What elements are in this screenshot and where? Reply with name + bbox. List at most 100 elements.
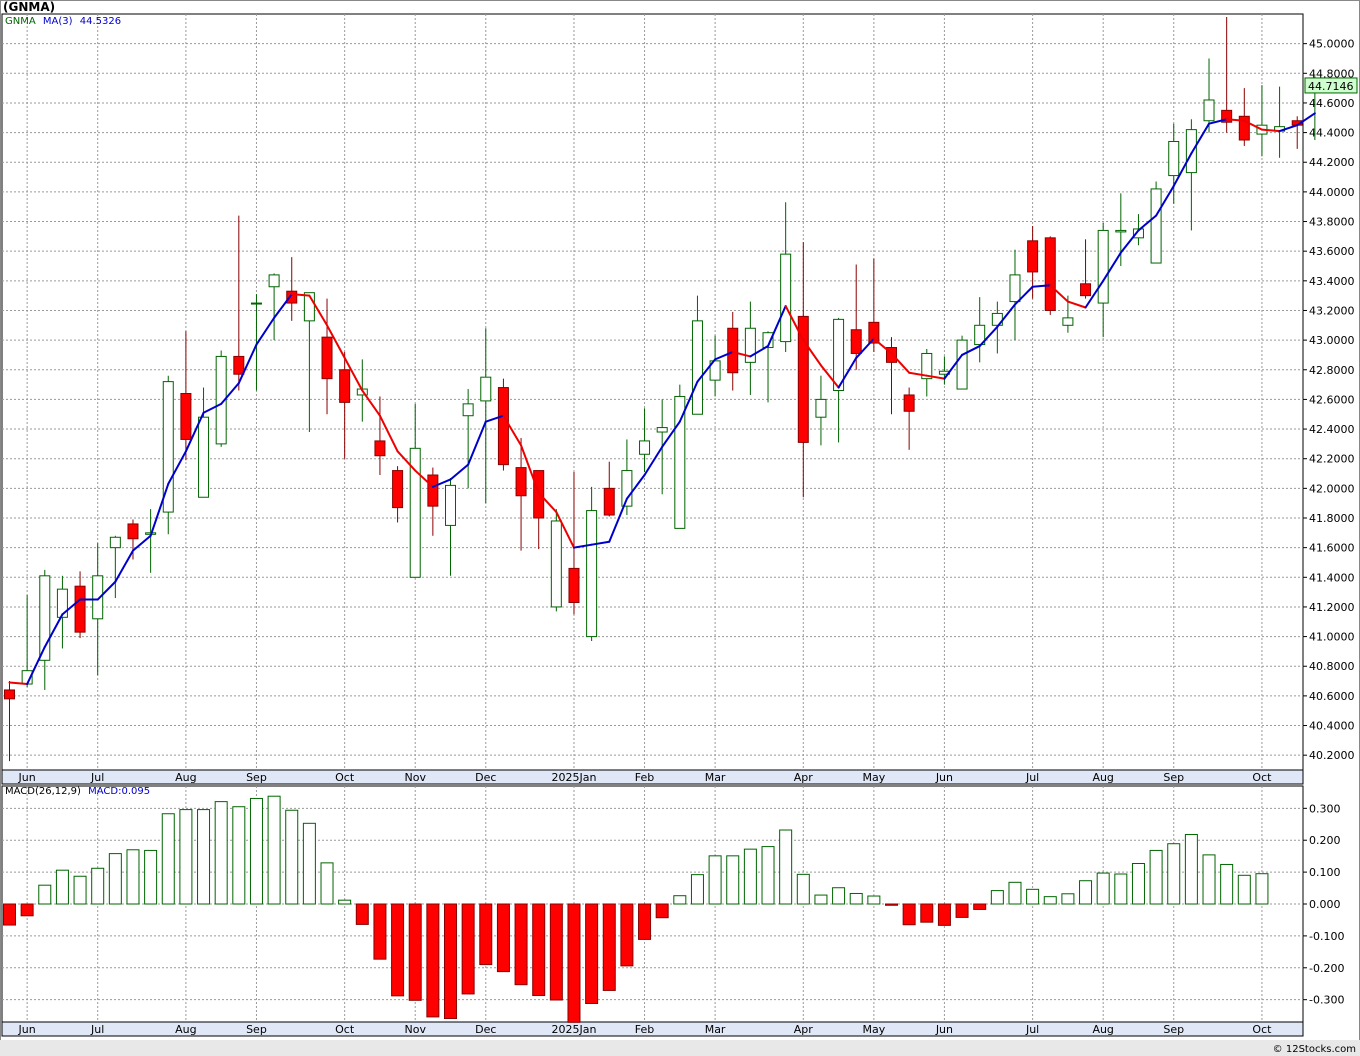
macd-bar bbox=[743, 848, 757, 905]
price-candle bbox=[127, 519, 139, 560]
ma3-line-segment bbox=[1137, 214, 1158, 232]
ma3-line-segment bbox=[1190, 122, 1211, 155]
macd-bar bbox=[532, 903, 546, 997]
ma3-line-segment bbox=[290, 293, 311, 297]
macd-bar bbox=[1096, 872, 1110, 905]
macd-bar bbox=[1202, 854, 1216, 905]
macd-bar bbox=[144, 849, 158, 905]
macd-bar bbox=[232, 806, 246, 905]
ma3-line-segment bbox=[749, 345, 770, 358]
candle-body bbox=[1132, 228, 1144, 239]
candle-body bbox=[674, 395, 686, 529]
candle-body bbox=[1080, 283, 1092, 297]
ma3-line-segment bbox=[1031, 284, 1052, 288]
candle-body bbox=[427, 474, 439, 507]
macd-bar bbox=[726, 855, 740, 905]
price-y-tick-label: 41.0000 bbox=[1309, 631, 1355, 644]
macd-bar bbox=[408, 903, 422, 1001]
macd-bar bbox=[796, 873, 810, 905]
macd-bar bbox=[108, 853, 122, 905]
price-y-tick-label: 42.4000 bbox=[1309, 423, 1355, 436]
price-candle bbox=[762, 331, 774, 403]
macd-bar bbox=[1184, 833, 1198, 905]
ma3-line-segment bbox=[537, 491, 558, 514]
last-price-tag: 44.7146 bbox=[1308, 80, 1354, 93]
ma3-line-segment bbox=[837, 356, 858, 389]
price-candle bbox=[286, 257, 298, 321]
ma3-line-segment bbox=[555, 511, 575, 549]
candle-body bbox=[762, 332, 774, 349]
candle-body bbox=[462, 403, 474, 417]
price-y-tick-label: 40.6000 bbox=[1309, 690, 1355, 703]
macd-bar bbox=[479, 903, 493, 966]
price-panel-frame bbox=[1, 13, 1304, 771]
price-x-tick-label: Nov bbox=[404, 771, 426, 784]
candle-body bbox=[74, 585, 86, 633]
macd-x-tick-label: Nov bbox=[404, 1023, 426, 1036]
price-x-tick-label: Oct bbox=[1252, 771, 1272, 784]
ma3-line-segment bbox=[131, 534, 152, 552]
ma3-line-segment bbox=[467, 420, 487, 466]
macd-bar bbox=[179, 809, 193, 905]
ma3-line-segment bbox=[431, 478, 452, 488]
ma3-line-segment bbox=[502, 414, 523, 447]
macd-x-tick-label: Dec bbox=[475, 1023, 496, 1036]
ma3-line-segment bbox=[1013, 285, 1034, 306]
ma3-line-segment bbox=[237, 343, 258, 385]
macd-bar bbox=[990, 890, 1004, 905]
price-candle bbox=[691, 295, 703, 415]
candle-body bbox=[198, 416, 210, 498]
price-x-tick-label: Jul bbox=[90, 771, 104, 784]
price-x-tick-label: Jun bbox=[935, 771, 953, 784]
price-candle bbox=[639, 408, 651, 473]
ma3-line-segment bbox=[255, 316, 276, 346]
macd-bar bbox=[426, 903, 440, 1018]
price-candle bbox=[427, 467, 439, 536]
price-candle bbox=[1185, 119, 1197, 231]
price-candle bbox=[797, 242, 809, 498]
macd-legend: MACD(26,12,9) MACD:0.095 bbox=[5, 786, 150, 797]
macd-bar bbox=[444, 903, 457, 1019]
ma3-line-segment bbox=[61, 598, 82, 616]
candle-body bbox=[39, 575, 51, 661]
macd-bar bbox=[73, 875, 87, 905]
macd-x-tick-label: Jul bbox=[1025, 1023, 1039, 1036]
ma3-line-segment bbox=[378, 414, 399, 453]
macd-bar bbox=[1149, 849, 1163, 905]
macd-bar bbox=[267, 795, 281, 905]
macd-bar bbox=[1255, 873, 1269, 905]
price-x-tick-label: Jun bbox=[18, 771, 36, 784]
macd-bar bbox=[849, 892, 863, 905]
ma3-line-segment bbox=[855, 337, 875, 359]
candle-body bbox=[56, 588, 68, 618]
macd-bar bbox=[673, 895, 687, 905]
ma3-line-segment bbox=[1155, 184, 1175, 217]
macd-bar bbox=[708, 855, 722, 905]
ma3-line-segment bbox=[1066, 300, 1087, 309]
candle-body bbox=[1150, 188, 1162, 264]
candle-body bbox=[127, 523, 139, 540]
ma3-line-segment bbox=[184, 411, 205, 453]
macd-bar bbox=[867, 895, 881, 905]
price-candle bbox=[39, 569, 51, 690]
price-candle bbox=[533, 470, 545, 550]
price-candle bbox=[215, 350, 227, 447]
macd-bar bbox=[249, 797, 263, 905]
candle-body bbox=[815, 398, 827, 418]
macd-bar bbox=[885, 903, 898, 906]
macd-x-tick-label: May bbox=[862, 1023, 885, 1036]
candle-body bbox=[1027, 240, 1039, 273]
macd-bar bbox=[973, 903, 987, 910]
ma3-line-segment bbox=[8, 681, 29, 686]
ma3-line-segment bbox=[96, 580, 117, 601]
price-y-tick-label: 43.2000 bbox=[1309, 304, 1355, 317]
macd-bar bbox=[638, 903, 652, 940]
ma3-line-segment bbox=[1049, 284, 1069, 303]
candle-body bbox=[886, 347, 897, 363]
candle-body bbox=[1238, 115, 1250, 141]
candle-body bbox=[1009, 274, 1021, 303]
candle-body bbox=[374, 440, 386, 457]
price-candle bbox=[74, 571, 86, 639]
ma3-line-segment bbox=[925, 374, 946, 380]
macd-bar bbox=[779, 829, 793, 905]
